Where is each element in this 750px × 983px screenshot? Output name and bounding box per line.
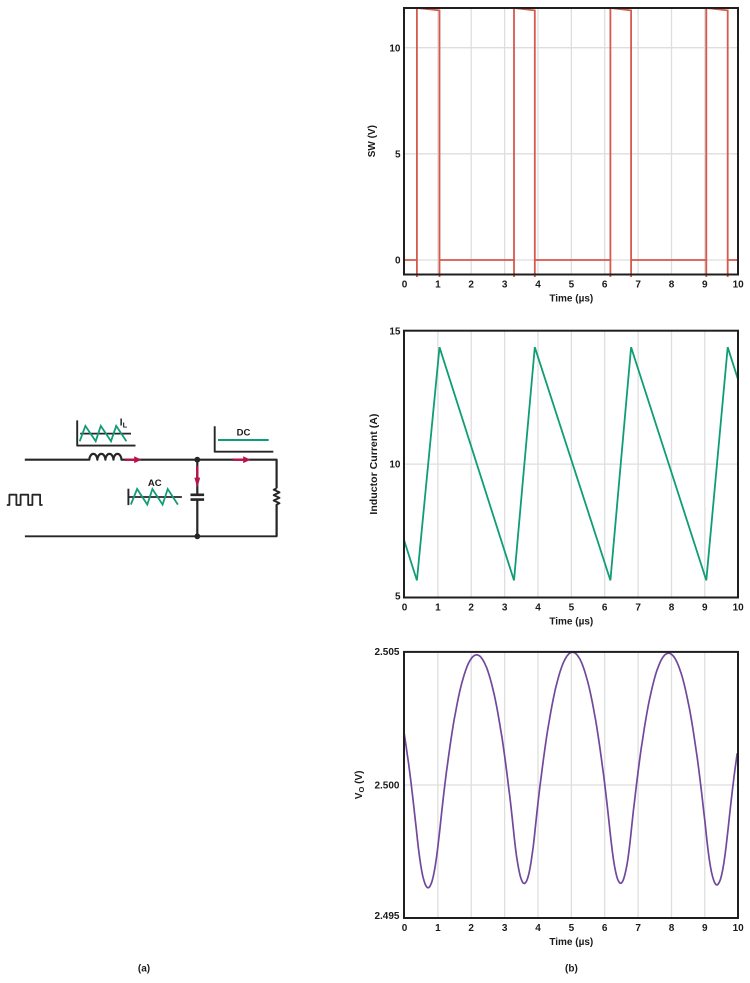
svg-text:0: 0 <box>395 256 401 267</box>
svg-text:2: 2 <box>468 923 474 934</box>
svg-text:1: 1 <box>435 923 441 934</box>
svg-text:2: 2 <box>468 603 474 614</box>
svg-text:5: 5 <box>395 149 401 160</box>
svg-text:7: 7 <box>635 603 641 614</box>
svg-text:3: 3 <box>502 923 508 934</box>
svg-text:9: 9 <box>702 280 708 291</box>
svg-text:9: 9 <box>702 603 708 614</box>
svg-text:10: 10 <box>389 460 401 471</box>
svg-text:Time (µs): Time (µs) <box>549 616 593 627</box>
svg-text:VO (V): VO (V) <box>354 771 366 800</box>
svg-text:DC: DC <box>237 427 251 438</box>
svg-text:1: 1 <box>435 603 441 614</box>
svg-text:0: 0 <box>402 603 408 614</box>
svg-text:3: 3 <box>502 603 508 614</box>
svg-text:0: 0 <box>402 280 408 291</box>
svg-text:8: 8 <box>669 280 675 291</box>
svg-text:Time (µs): Time (µs) <box>549 293 593 304</box>
svg-text:8: 8 <box>669 603 675 614</box>
svg-text:2.500: 2.500 <box>374 780 399 791</box>
svg-text:6: 6 <box>602 923 608 934</box>
svg-text:0: 0 <box>402 923 408 934</box>
svg-text:1: 1 <box>435 280 441 291</box>
svg-text:15: 15 <box>389 327 401 338</box>
svg-text:2.495: 2.495 <box>374 911 399 922</box>
svg-text:5: 5 <box>395 592 401 603</box>
svg-text:3: 3 <box>502 280 508 291</box>
svg-text:7: 7 <box>635 280 641 291</box>
svg-text:6: 6 <box>602 280 608 291</box>
svg-text:10: 10 <box>733 603 745 614</box>
svg-text:AC: AC <box>148 478 162 489</box>
svg-text:5: 5 <box>569 923 575 934</box>
svg-text:8: 8 <box>669 923 675 934</box>
svg-text:4: 4 <box>535 923 541 934</box>
svg-text:(a): (a) <box>138 964 150 975</box>
svg-text:4: 4 <box>535 603 541 614</box>
svg-text:5: 5 <box>569 603 575 614</box>
svg-text:6: 6 <box>602 603 608 614</box>
svg-text:2.505: 2.505 <box>374 647 399 658</box>
svg-text:IL: IL <box>120 417 128 429</box>
svg-text:2: 2 <box>468 280 474 291</box>
svg-text:4: 4 <box>535 280 541 291</box>
svg-text:5: 5 <box>569 280 575 291</box>
svg-text:SW (V): SW (V) <box>367 125 378 157</box>
svg-text:7: 7 <box>635 923 641 934</box>
svg-text:10: 10 <box>733 280 745 291</box>
svg-text:(b): (b) <box>565 964 578 975</box>
svg-text:Time (µs): Time (µs) <box>549 937 593 948</box>
svg-text:9: 9 <box>702 923 708 934</box>
svg-text:Inductor Current (A): Inductor Current (A) <box>369 414 380 515</box>
svg-text:10: 10 <box>733 923 745 934</box>
svg-text:10: 10 <box>389 43 401 54</box>
